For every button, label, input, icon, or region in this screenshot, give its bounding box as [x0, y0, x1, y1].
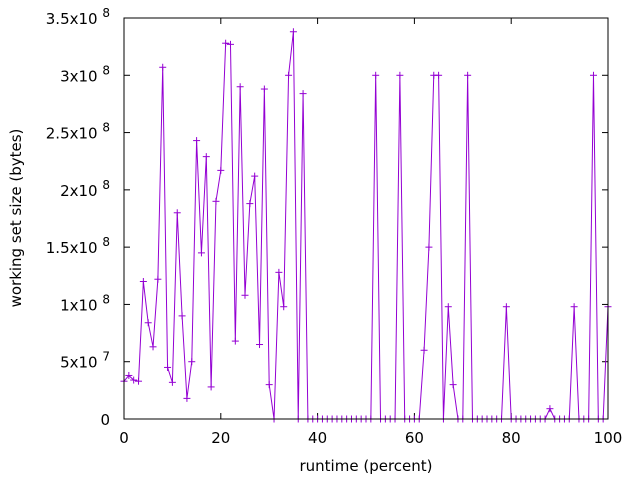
data-point: [236, 83, 244, 91]
data-point: [212, 197, 220, 205]
data-point: [193, 137, 201, 145]
y-axis-label: working set size (bytes): [7, 129, 25, 308]
data-point: [396, 71, 404, 79]
y-tick-label: 2x10 8: [60, 178, 110, 200]
data-point: [231, 337, 239, 345]
data-point: [144, 319, 152, 327]
x-axis-label: runtime (percent): [300, 457, 433, 475]
data-point: [449, 381, 457, 389]
data-point: [420, 346, 428, 354]
y-tick-label: 1x10 8: [60, 292, 110, 314]
data-point: [464, 71, 472, 79]
y-tick-label: 5x10 7: [60, 350, 110, 372]
data-point: [149, 343, 157, 351]
data-point: [299, 90, 307, 98]
data-point: [222, 39, 230, 47]
data-point: [265, 381, 273, 389]
data-point: [289, 28, 297, 36]
axis-ticks: [123, 17, 609, 420]
data-point: [130, 376, 138, 384]
data-point: [372, 71, 380, 79]
data-point: [275, 268, 283, 276]
tick-labels: 0 20 40 60 80 100 0 5x10 7 1x10 8 1.5x10 8 2x10 8 2…: [46, 6, 623, 447]
data-point: [285, 71, 293, 79]
series-line-group: [120, 28, 612, 423]
y-tick-label: 1.5x10 8: [46, 235, 110, 257]
data-point: [241, 291, 249, 299]
data-point: [246, 200, 254, 208]
x-tick-label: 40: [308, 429, 327, 447]
data-point: [178, 312, 186, 320]
data-point: [197, 249, 205, 257]
data-point: [570, 303, 578, 311]
data-point: [139, 278, 147, 286]
data-point: [168, 378, 176, 386]
data-point: [173, 209, 181, 217]
x-tick-label: 0: [119, 429, 129, 447]
data-point: [188, 358, 196, 366]
x-tick-label: 80: [502, 429, 521, 447]
y-tick-label: 3x10 8: [60, 63, 110, 85]
data-point: [425, 243, 433, 251]
data-point: [217, 166, 225, 174]
data-point: [183, 394, 191, 402]
data-point: [502, 303, 510, 311]
data-point: [251, 172, 259, 180]
data-point: [135, 377, 143, 385]
y-tick-label: 2.5x10 8: [46, 121, 110, 143]
data-point: [260, 85, 268, 93]
plot-frame: [123, 17, 609, 420]
x-tick-label: 20: [211, 429, 230, 447]
series-line: [123, 31, 609, 420]
data-point: [125, 371, 133, 379]
data-point: [444, 303, 452, 311]
data-point: [226, 40, 234, 48]
data-point: [154, 275, 162, 283]
y-tick-label: 3.5x10 8: [46, 6, 110, 28]
data-point: [164, 363, 172, 371]
data-point: [207, 383, 215, 391]
data-point: [280, 303, 288, 311]
x-tick-label: 100: [594, 429, 623, 447]
y-tick-label: 0: [100, 411, 110, 429]
data-point: [202, 153, 210, 161]
data-point: [435, 71, 443, 79]
data-point: [159, 63, 167, 71]
data-point: [589, 71, 597, 79]
data-point: [546, 405, 554, 413]
x-tick-label: 60: [405, 429, 424, 447]
data-point: [256, 341, 264, 349]
